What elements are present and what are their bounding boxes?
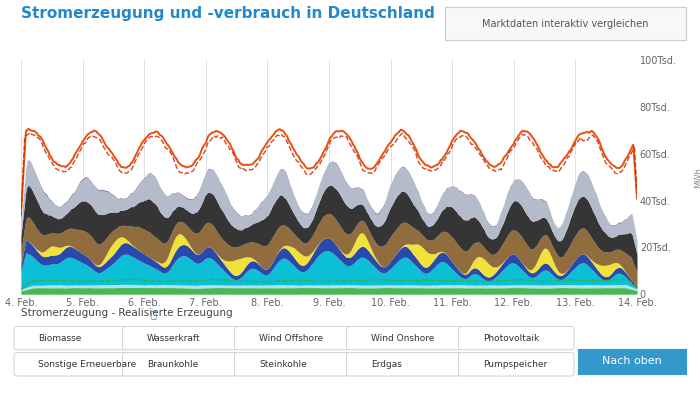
Text: Marktdaten interaktiv vergleichen: Marktdaten interaktiv vergleichen [482,19,648,29]
Circle shape [356,357,368,368]
Text: Biomasse: Biomasse [38,334,82,343]
Text: ⓘ: ⓘ [150,309,156,319]
Circle shape [132,331,144,342]
Circle shape [244,331,256,342]
Circle shape [132,357,144,368]
Text: Stromerzeugung - Realisierte Erzeugung: Stromerzeugung - Realisierte Erzeugung [21,308,232,318]
Text: Erdgas: Erdgas [371,360,402,369]
Circle shape [468,357,480,368]
Text: Wind Onshore: Wind Onshore [371,334,435,343]
Text: Photovoltaik: Photovoltaik [483,334,539,343]
Circle shape [24,331,35,342]
Text: Wasserkraft: Wasserkraft [147,334,201,343]
Text: Sonstige Erneuerbare: Sonstige Erneuerbare [38,360,136,369]
Text: MWh: MWh [694,167,700,188]
Text: Nach oben: Nach oben [602,357,662,366]
Text: Stromerzeugung und -verbrauch in Deutschland: Stromerzeugung und -verbrauch in Deutsch… [21,6,435,21]
Circle shape [356,331,368,342]
Circle shape [244,357,256,368]
Circle shape [468,331,480,342]
Circle shape [24,357,35,368]
Text: Steinkohle: Steinkohle [259,360,307,369]
Text: Wind Offshore: Wind Offshore [259,334,323,343]
Text: Braunkohle: Braunkohle [147,360,198,369]
Text: Pumpspeicher: Pumpspeicher [483,360,547,369]
